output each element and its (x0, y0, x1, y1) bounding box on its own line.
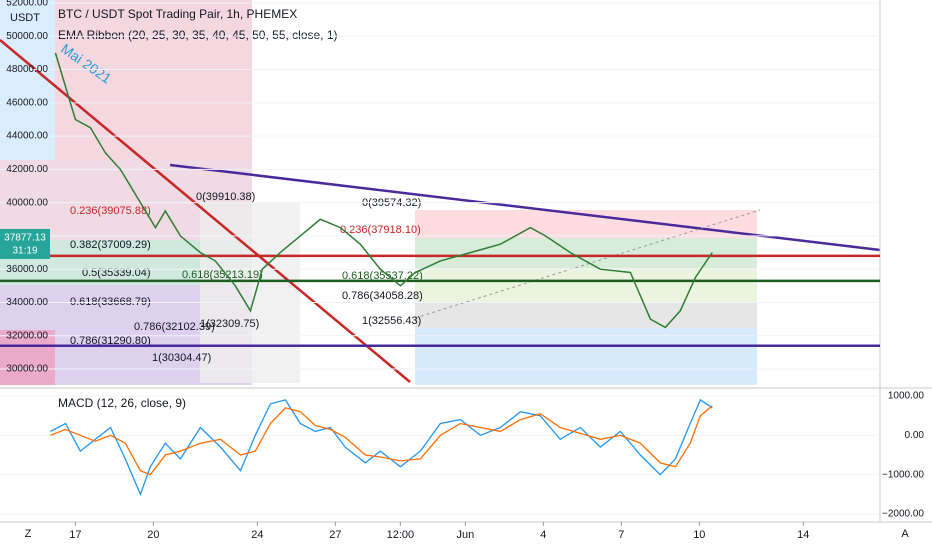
y-tick-label: 44000.00 (6, 131, 48, 142)
x-tick-label: 7 (618, 529, 624, 541)
annotation: 0.786(31290.80) (70, 335, 151, 347)
y-tick-label: 46000.00 (6, 97, 48, 108)
series-line (50, 398, 713, 497)
y-tick-label: 34000.00 (6, 297, 48, 308)
y-tick-label: 40000.00 (6, 197, 48, 208)
y-tick-label: −1000.00 (882, 469, 924, 480)
last-price-box (0, 228, 50, 259)
y-tick-label: 52000.00 (6, 0, 48, 9)
y-tick-label: 50000.00 (6, 31, 48, 42)
series-line (50, 405, 713, 476)
annotation: 1(32556.43) (362, 315, 421, 327)
indicator-title: EMA Ribbon (20, 25, 30, 35, 40, 45, 50, … (58, 28, 338, 42)
annotation: 1(32309.75) (200, 318, 259, 330)
x-tick-label: 17 (69, 529, 81, 541)
x-tick-label: 14 (797, 529, 809, 541)
button[interactable]: Z (25, 528, 32, 540)
annotation: 0.618(35213.19) (182, 269, 263, 281)
x-tick-label: 12:00 (387, 529, 415, 541)
chart-title: BTC / USDT Spot Trading Pair, 1h, PHEMEX (58, 7, 297, 21)
annotation: 0.5(35339.04) (82, 267, 151, 279)
macd-title: MACD (12, 26, close, 9) (58, 396, 186, 410)
y-tick-label: 1000.00 (888, 391, 925, 402)
countdown: 31:19 (12, 246, 37, 257)
y-tick-label: 42000.00 (6, 164, 48, 175)
annotation: 0.618(35537.22) (342, 270, 423, 282)
annotation: 1(30304.47) (152, 352, 211, 364)
x-tick-label: 24 (251, 529, 263, 541)
last-price: 37877.13 (4, 233, 46, 244)
y-tick-label: 30000.00 (6, 364, 48, 375)
y-unit: USDT (10, 12, 40, 24)
x-tick-label: 20 (147, 529, 159, 541)
y-tick-label: 0.00 (905, 430, 925, 441)
x-tick-label: 27 (329, 529, 341, 541)
button[interactable]: A (901, 528, 909, 540)
annotation: 0.618(33668.79) (70, 296, 151, 308)
zones (0, 0, 757, 385)
y-tick-label: 36000.00 (6, 264, 48, 275)
y-tick-label: −2000.00 (882, 509, 924, 520)
x-tick-label: 10 (693, 529, 705, 541)
annotation: 0(39910.38) (196, 191, 255, 203)
annotation: 0.236(37918.10) (340, 224, 421, 236)
annotation: 0.236(39075.88) (70, 205, 151, 217)
y-tick-label: 32000.00 (6, 330, 48, 341)
series-line (54, 52, 713, 329)
x-tick-label: Jun (456, 529, 474, 541)
annotation: 0.786(34058.28) (342, 290, 423, 302)
annotation: 0.382(37009.29) (70, 239, 151, 251)
annotation: 0.786(32102.39) (134, 321, 215, 333)
y-tick-label: 48000.00 (6, 64, 48, 75)
x-tick-label: 4 (540, 529, 546, 541)
